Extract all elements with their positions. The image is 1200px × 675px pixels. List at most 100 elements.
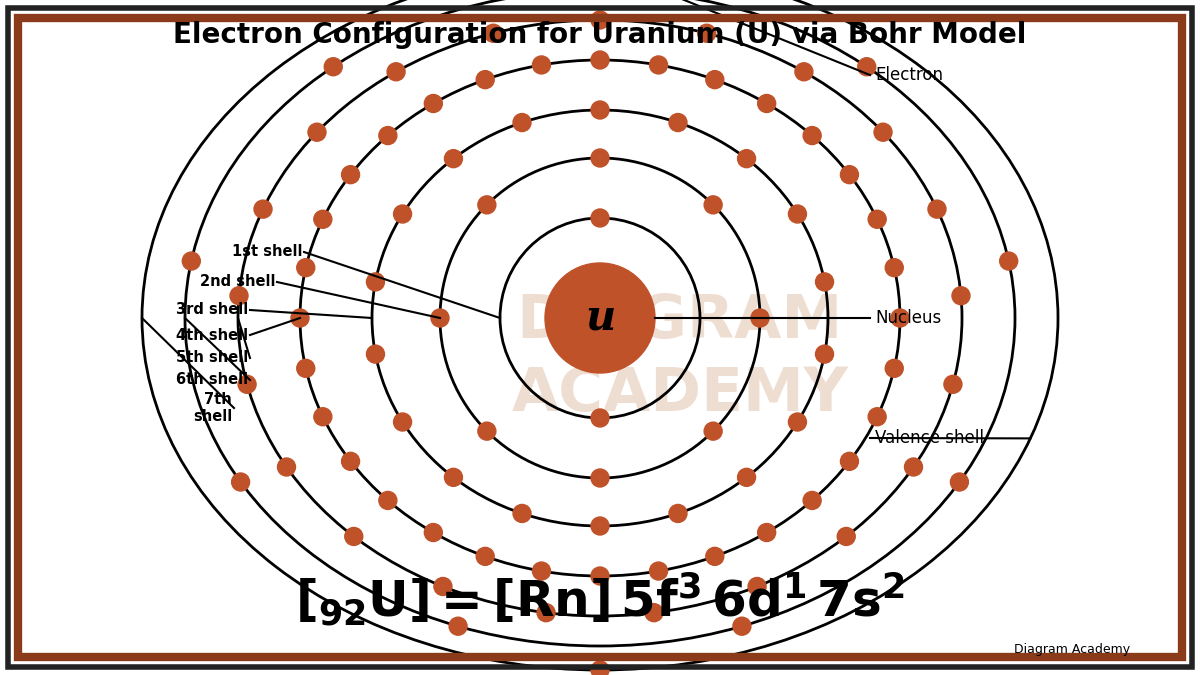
Circle shape — [238, 375, 256, 394]
Circle shape — [738, 150, 756, 167]
Circle shape — [394, 205, 412, 223]
Circle shape — [592, 101, 610, 119]
Circle shape — [590, 661, 608, 675]
Circle shape — [816, 273, 834, 291]
Circle shape — [928, 200, 946, 218]
Circle shape — [324, 58, 342, 76]
Circle shape — [649, 562, 667, 580]
Circle shape — [592, 149, 610, 167]
Circle shape — [476, 71, 494, 88]
Circle shape — [308, 124, 326, 141]
Circle shape — [592, 469, 610, 487]
Text: 4th shell: 4th shell — [176, 327, 248, 342]
Circle shape — [874, 124, 892, 141]
Ellipse shape — [545, 263, 655, 373]
Text: Electron: Electron — [875, 66, 943, 84]
Circle shape — [803, 491, 821, 510]
Circle shape — [816, 345, 834, 363]
Circle shape — [366, 345, 384, 363]
Circle shape — [868, 408, 886, 426]
Circle shape — [444, 468, 462, 486]
Circle shape — [434, 578, 452, 595]
Circle shape — [858, 58, 876, 76]
Circle shape — [592, 409, 610, 427]
Circle shape — [476, 547, 494, 566]
Circle shape — [485, 24, 503, 43]
Circle shape — [478, 196, 496, 214]
Circle shape — [478, 422, 496, 440]
Text: 5th shell: 5th shell — [175, 350, 248, 365]
Circle shape — [794, 63, 812, 81]
Text: 1st shell: 1st shell — [232, 244, 302, 259]
Text: 7th
shell: 7th shell — [193, 392, 232, 424]
Text: 2nd shell: 2nd shell — [199, 275, 275, 290]
Circle shape — [379, 491, 397, 510]
Text: Nucleus: Nucleus — [875, 309, 941, 327]
Circle shape — [277, 458, 295, 476]
Circle shape — [388, 63, 406, 81]
Circle shape — [757, 95, 775, 113]
Text: Diagram Academy: Diagram Academy — [1014, 643, 1130, 657]
Circle shape — [668, 113, 686, 132]
Circle shape — [738, 468, 756, 486]
Circle shape — [394, 413, 412, 431]
Circle shape — [538, 603, 556, 622]
Circle shape — [342, 452, 360, 470]
Circle shape — [950, 473, 968, 491]
Circle shape — [706, 547, 724, 566]
Circle shape — [182, 252, 200, 270]
Circle shape — [868, 211, 886, 228]
Circle shape — [886, 259, 904, 277]
Circle shape — [890, 309, 910, 327]
Circle shape — [296, 359, 314, 377]
Circle shape — [751, 309, 769, 327]
Circle shape — [232, 473, 250, 491]
Circle shape — [592, 51, 610, 69]
Circle shape — [1000, 252, 1018, 270]
Circle shape — [840, 452, 858, 470]
Circle shape — [533, 56, 551, 74]
Circle shape — [840, 165, 858, 184]
Text: Electron Configuration for Uranium (U) via Bohr Model: Electron Configuration for Uranium (U) v… — [173, 21, 1027, 49]
Circle shape — [952, 287, 970, 304]
Circle shape — [444, 150, 462, 167]
Circle shape — [838, 527, 856, 545]
Circle shape — [314, 408, 332, 426]
Circle shape — [704, 196, 722, 214]
Circle shape — [296, 259, 314, 277]
Circle shape — [803, 127, 821, 144]
Circle shape — [344, 527, 362, 545]
Circle shape — [314, 211, 332, 228]
Circle shape — [366, 273, 384, 291]
Text: Valence shell: Valence shell — [875, 429, 984, 447]
Circle shape — [514, 504, 532, 522]
Circle shape — [449, 617, 467, 635]
Text: 6th shell: 6th shell — [176, 373, 248, 387]
Circle shape — [757, 524, 775, 541]
Circle shape — [342, 165, 360, 184]
Circle shape — [644, 603, 662, 622]
Circle shape — [230, 287, 248, 304]
Text: 3rd shell: 3rd shell — [175, 302, 248, 317]
Circle shape — [649, 56, 667, 74]
Circle shape — [425, 524, 443, 541]
Circle shape — [733, 617, 751, 635]
Circle shape — [668, 504, 686, 522]
Circle shape — [788, 413, 806, 431]
Circle shape — [425, 95, 443, 113]
Text: DIAGRAM
ACADEMY: DIAGRAM ACADEMY — [511, 292, 848, 424]
Circle shape — [592, 517, 610, 535]
Circle shape — [379, 127, 397, 144]
Circle shape — [944, 375, 962, 394]
Circle shape — [592, 209, 610, 227]
Circle shape — [697, 24, 715, 43]
Circle shape — [886, 359, 904, 377]
Circle shape — [592, 567, 610, 585]
Circle shape — [431, 309, 449, 327]
Circle shape — [706, 71, 724, 88]
Text: $\mathbf{[_{92}U] = [Rn]\,5f^{3}\,6d^{1}\,7s^{2}}$: $\mathbf{[_{92}U] = [Rn]\,5f^{3}\,6d^{1}… — [295, 571, 905, 628]
Circle shape — [292, 309, 310, 327]
Circle shape — [533, 562, 551, 580]
Text: u: u — [584, 297, 616, 339]
Circle shape — [254, 200, 272, 218]
